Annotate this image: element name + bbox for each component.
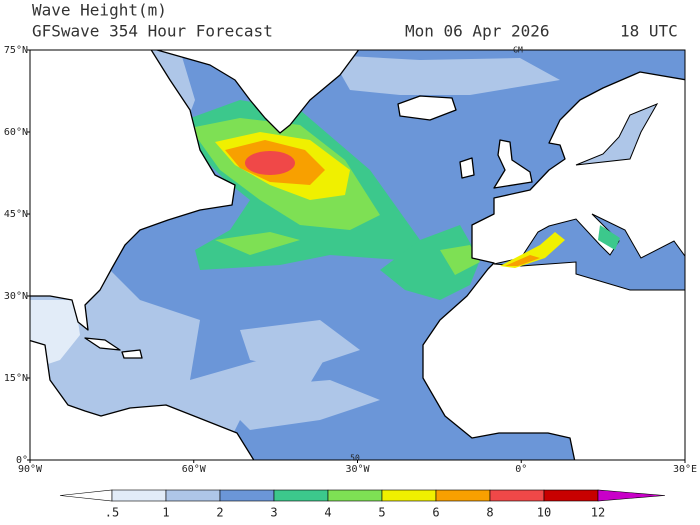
colorbar-label: 4: [324, 506, 331, 520]
land: [459, 157, 475, 179]
colorbar-segment: [381, 489, 437, 502]
wave-area: [330, 55, 560, 95]
land: [30, 50, 236, 331]
land: [84, 337, 143, 359]
lat-tick-label: 30°N: [4, 291, 28, 302]
land: [493, 139, 533, 189]
colorbar-segment: [327, 489, 383, 502]
colorbar-segment: [273, 489, 329, 502]
sea: [493, 213, 685, 291]
annotation: 50: [350, 454, 360, 463]
colorbar-segment: [489, 489, 545, 502]
colorbar-segment: [59, 489, 113, 502]
wave-area: [598, 225, 620, 250]
colorbar-label: 10: [537, 506, 551, 520]
subtitle: GFSwave 354 Hour Forecast: [32, 22, 273, 41]
lon-tick-label: 30°W: [345, 464, 370, 475]
colorbar-label: 5: [378, 506, 385, 520]
colorbar-label: 2: [216, 506, 223, 520]
lat-tick-label: 15°N: [4, 373, 28, 384]
colorbar-segment: [435, 489, 491, 502]
lon-tick-label: 90°W: [18, 464, 43, 475]
time: 18 UTC: [620, 22, 678, 41]
lon-tick-label: 60°W: [182, 464, 207, 475]
colorbar-label: 6: [432, 506, 439, 520]
land: [30, 339, 255, 460]
lat-tick-label: 0°: [16, 455, 28, 466]
colorbar-segment: [165, 489, 221, 502]
wave-area: [500, 232, 565, 268]
wave-area: [245, 151, 295, 175]
colorbar-segment: [219, 489, 275, 502]
colorbar-label: 1: [162, 506, 169, 520]
wave-area: [210, 380, 380, 430]
colorbar-label: .5: [105, 506, 119, 520]
colorbar-label: 8: [486, 506, 493, 520]
wave-area: [240, 320, 360, 370]
lat-tick-label: 75°N: [4, 45, 28, 56]
colorbar-segment: [543, 489, 599, 502]
sea: [575, 102, 659, 166]
wave-area: [380, 225, 480, 300]
land: [422, 71, 685, 460]
lon-tick-label: 30°E: [673, 464, 697, 475]
land: [154, 50, 360, 134]
land: [397, 95, 457, 121]
title: Wave Height(m): [32, 1, 167, 20]
lat-tick-label: 45°N: [4, 209, 28, 220]
lat-tick-label: 60°N: [4, 127, 28, 138]
colorbar-label: 3: [270, 506, 277, 520]
annotation: GM: [513, 46, 523, 55]
colorbar-segment: [597, 489, 666, 502]
date: Mon 06 Apr 2026: [405, 22, 550, 41]
map: [30, 50, 685, 460]
colorbar-label: 12: [591, 506, 605, 520]
wave-area: [215, 232, 300, 255]
wave-area: [505, 255, 540, 266]
wave-area: [440, 245, 480, 275]
lon-tick-label: 0°: [515, 464, 527, 475]
colorbar-segment: [111, 489, 167, 502]
